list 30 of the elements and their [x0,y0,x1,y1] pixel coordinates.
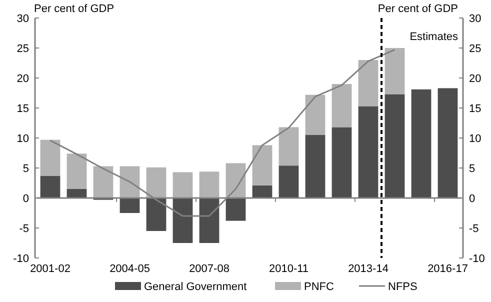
y-tick-label: 0 [22,193,29,205]
y-tick-label: 25 [16,43,29,55]
y2-tick-label: 25 [469,43,482,55]
y-tick-label: 20 [16,73,29,85]
y-tick-label: 5 [22,163,29,175]
y-tick-label: 10 [16,133,29,145]
legend-label: PNFC [304,281,334,293]
x-tick-label: 2010-11 [268,263,309,275]
y2-tick-label: 20 [469,73,482,85]
x-tick-label: 2013-14 [348,263,388,275]
x-tick-label: 2001-02 [30,263,70,275]
legend-label: NFPS [388,281,418,293]
y-tick-label: 15 [16,103,29,115]
x-tick-label: 2004-05 [110,263,150,275]
legend-label: General Government [144,281,247,293]
y2-tick-label: 0 [469,193,476,205]
y2-tick-label: 5 [469,163,476,175]
annotation: Estimates [410,31,458,43]
y2-tick-label: 15 [469,103,482,115]
y-tick-label: -5 [19,223,29,235]
y2-tick-label: -10 [469,253,485,265]
y2-tick-label: -5 [469,223,479,235]
y-tick-label: 30 [16,13,29,25]
y2-tick-label: 10 [469,133,482,145]
x-tick-label: 2016-17 [428,263,468,275]
y2-tick-label: 30 [469,13,482,25]
y2-axis-title: Per cent of GDP [378,3,458,15]
x-tick-label: 2007-08 [189,263,230,275]
y-axis-title: Per cent of GDP [34,3,114,15]
y-tick-label: -10 [13,253,29,265]
